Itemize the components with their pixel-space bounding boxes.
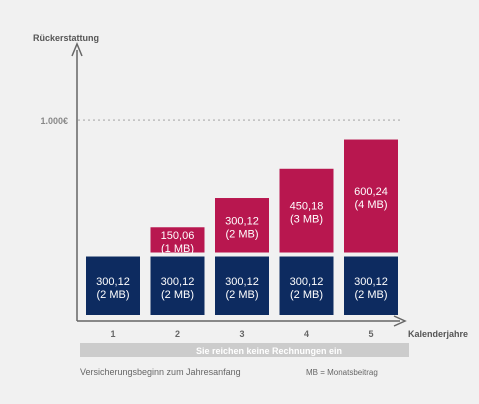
bar-segment (215, 256, 269, 315)
bar-segment (150, 227, 205, 253)
banner-text: Sie reichen keine Rechnungen ein (196, 346, 342, 356)
bars-group: 300,12(2 MB)300,12(2 MB)150,06(1 MB)300,… (86, 139, 398, 315)
footnote-left: Versicherungsbeginn zum Jahresanfang (80, 367, 241, 377)
x-tick-label: 2 (175, 329, 180, 339)
x-tick-label: 3 (239, 329, 244, 339)
bar-value-label: 300,12 (225, 215, 259, 227)
bar-segment (344, 256, 398, 315)
bar-value-label: 300,12 (290, 276, 324, 288)
footnote-right: MB = Monatsbeitrag (306, 368, 378, 377)
bar-segment (344, 139, 398, 253)
reference-line-label: 1.000€ (40, 116, 68, 126)
x-axis-label: Kalenderjahre (408, 329, 468, 339)
x-tick-labels: 1 2 3 4 5 (110, 329, 373, 339)
bar-value-label: (1 MB) (161, 243, 194, 255)
bar-value-label: (2 MB) (161, 289, 194, 301)
bar-segment (86, 256, 140, 315)
x-axis-arrow (393, 315, 407, 327)
bar-value-label: 300,12 (96, 276, 130, 288)
x-tick-label: 5 (368, 329, 373, 339)
bar-value-label: 150,06 (161, 230, 195, 242)
banner-bar (80, 343, 409, 357)
axes (71, 42, 407, 327)
bar-value-label: (2 MB) (97, 289, 130, 301)
bar-value-label: 300,12 (161, 276, 195, 288)
bar-value-label: (2 MB) (355, 289, 388, 301)
x-tick-label: 4 (304, 329, 309, 339)
bar-value-label: 450,18 (290, 201, 324, 213)
y-axis-arrow (71, 42, 83, 57)
bar-value-label: (2 MB) (226, 228, 259, 240)
bar-segment (215, 198, 269, 253)
y-axis-label: Rückerstattung (33, 33, 99, 43)
bar-value-label: (2 MB) (226, 289, 259, 301)
bar-value-label: (3 MB) (290, 214, 323, 226)
bar-value-label: 600,24 (354, 186, 388, 198)
x-tick-label: 1 (110, 329, 115, 339)
bar-value-label: (4 MB) (355, 199, 388, 211)
bar-value-label: 300,12 (354, 276, 388, 288)
bar-segment (150, 256, 205, 315)
bar-segment (279, 168, 334, 253)
bar-segment (279, 256, 334, 315)
bar-value-label: 300,12 (225, 276, 259, 288)
bar-value-label: (2 MB) (290, 289, 323, 301)
